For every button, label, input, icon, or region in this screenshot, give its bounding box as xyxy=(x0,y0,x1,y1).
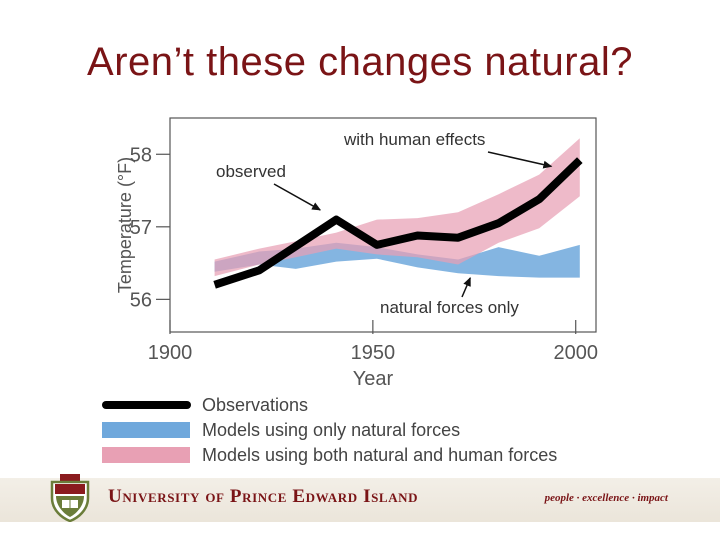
slide-title: Aren’t these changes natural? xyxy=(87,40,633,84)
x-tick-label: 2000 xyxy=(553,342,598,364)
x-tick-label: 1950 xyxy=(351,342,396,364)
observations-line xyxy=(213,157,583,289)
y-tick-label: 56 xyxy=(130,289,152,311)
annotation-human-effects-arrow xyxy=(487,151,553,169)
annotation-human-effects: with human effects xyxy=(343,130,485,149)
legend-label: Observations xyxy=(202,395,308,415)
legend-label: Models using only natural forces xyxy=(202,420,460,440)
x-axis-label: Year xyxy=(353,368,394,390)
y-tick-label: 58 xyxy=(130,144,152,166)
footer-bar xyxy=(0,478,720,522)
annotation-observed-arrow xyxy=(273,183,322,211)
legend-label: Models using both natural and human forc… xyxy=(202,445,557,465)
climate-chart: 56 57 58 1900 1950 2000 Year Temperature (°F) wi… xyxy=(102,117,598,465)
annotation-natural-only-arrow xyxy=(461,277,471,298)
annotation-natural-only: natural forces only xyxy=(380,298,519,317)
y-axis-label: Temperature (°F) xyxy=(115,157,135,293)
x-tick-label: 1900 xyxy=(148,342,193,364)
footer-tagline: people · excellence · impact xyxy=(544,492,668,504)
legend-swatch-human xyxy=(102,447,190,463)
university-name: University of Prince Edward Island xyxy=(108,486,419,507)
university-crest-icon xyxy=(50,474,90,522)
y-tick-label: 57 xyxy=(130,217,152,239)
annotation-observed: observed xyxy=(216,162,286,181)
legend-swatch-natural xyxy=(102,422,190,438)
